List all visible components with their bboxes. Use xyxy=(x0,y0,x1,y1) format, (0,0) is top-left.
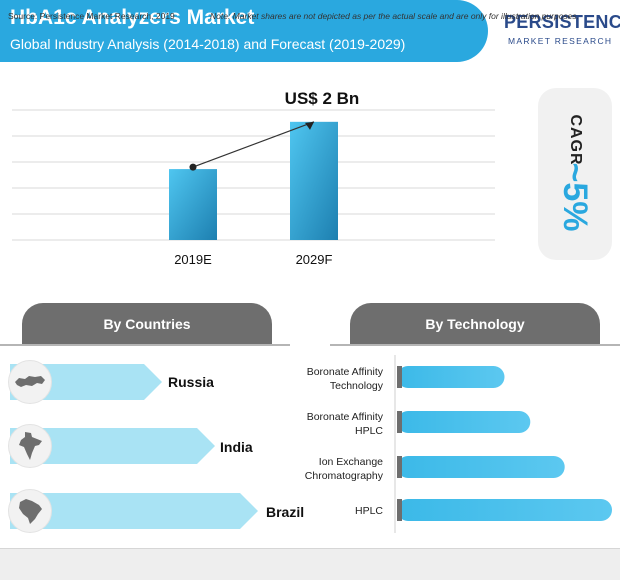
tech-label: Ion Exchange Chromatography xyxy=(305,456,384,482)
tech-bar-cap xyxy=(397,499,402,521)
tech-label: Boronate Affinity Technology xyxy=(307,366,384,392)
section-header-technology: By Technology xyxy=(350,303,600,345)
tick-label-2029F: 2029F xyxy=(296,252,333,267)
page-title: HbA1c Analyzers Market xyxy=(10,6,255,29)
tech-bar xyxy=(397,411,531,433)
footer-note: Note: Market shares are not depicted as … xyxy=(210,11,580,21)
trend-line xyxy=(192,121,315,168)
country-name-india: India xyxy=(220,439,253,455)
tech-label: Boronate Affinity HPLC xyxy=(307,411,384,437)
cagr-value: ~5% xyxy=(556,162,594,232)
country-name-russia: Russia xyxy=(168,374,214,390)
tech-bar-cap xyxy=(397,411,402,433)
value-annotation: US$ 2 Bn xyxy=(285,89,360,108)
section-divider-left xyxy=(0,344,290,346)
bar-2019E xyxy=(169,169,217,240)
technology-chart: Boronate Affinity Technology Boronate Affi… xyxy=(305,355,612,533)
tech-bar-cap xyxy=(397,456,402,478)
page-subtitle: Global Industry Analysis (2014-2018) and… xyxy=(10,36,406,52)
tech-label: HPLC xyxy=(355,505,383,517)
tech-bar xyxy=(397,499,612,521)
country-row-india xyxy=(8,424,215,468)
section-header-countries: By Countries xyxy=(22,303,272,345)
country-row-russia xyxy=(8,360,162,404)
tech-bar-cap xyxy=(397,366,402,388)
brazil-map-icon xyxy=(8,489,52,533)
footer-source: Source: Persistence Market Research, 201… xyxy=(8,11,175,21)
tech-bar xyxy=(397,456,565,478)
country-row-brazil xyxy=(8,489,258,533)
trend-arrowhead xyxy=(305,121,314,130)
trend-start-dot xyxy=(189,163,197,171)
header-band xyxy=(0,0,488,62)
russia-map-icon xyxy=(8,360,52,404)
india-map-icon xyxy=(8,424,52,468)
section-divider-right xyxy=(330,344,620,346)
logo xyxy=(495,0,620,62)
bar-2029F xyxy=(290,121,338,240)
tick-label-2019E: 2019E xyxy=(174,252,212,267)
market-size-chart: 2019E 2029F US$ 2 Bn xyxy=(12,89,495,267)
tech-bar xyxy=(397,366,505,388)
cagr-panel xyxy=(538,88,612,260)
logo-text-top: PERSISTENCE xyxy=(504,12,620,32)
logo-text-bottom: MARKET RESEARCH xyxy=(508,36,613,46)
country-name-brazil: Brazil xyxy=(266,504,305,520)
footer xyxy=(0,548,620,580)
